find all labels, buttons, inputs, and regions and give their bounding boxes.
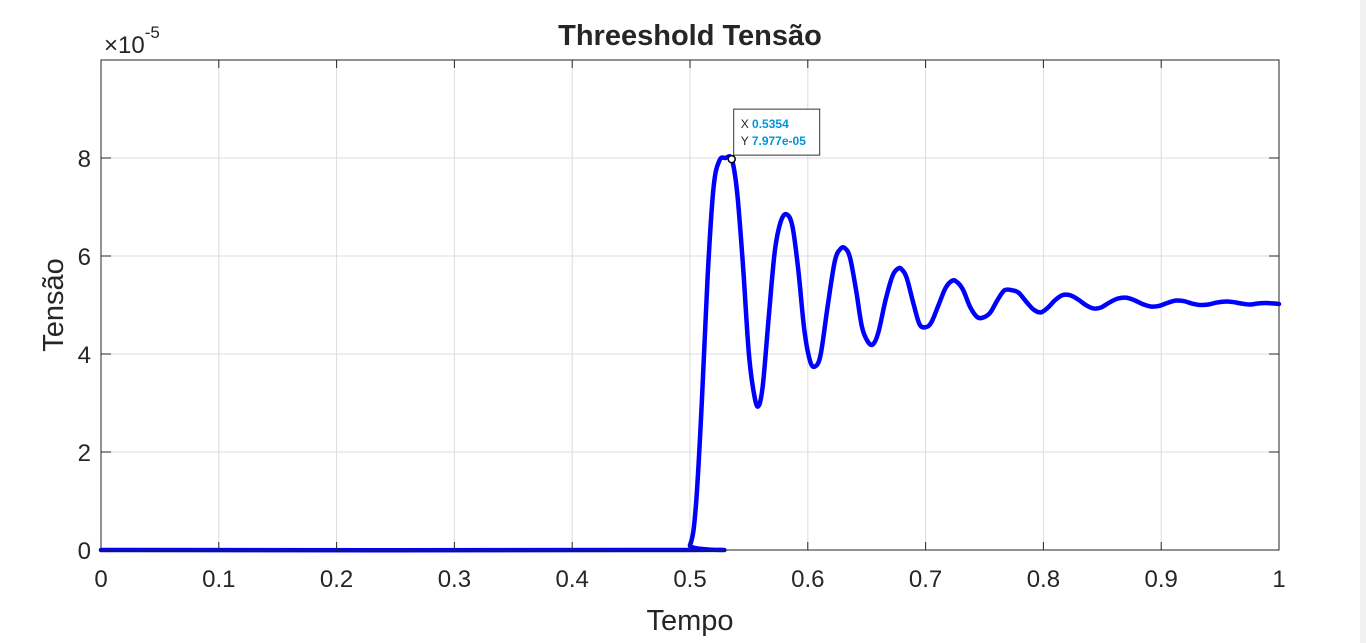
datatip-y-row: Y 7.977e-05 — [741, 134, 807, 148]
y-axis-label: Tensão — [38, 258, 70, 352]
datatip-x-value: 0.5354 — [752, 117, 789, 131]
datatip[interactable]: X 0.5354 Y 7.977e-05 — [727, 108, 821, 164]
y-tick-label: 4 — [78, 342, 91, 369]
y-exponent-label: ×10-5 — [104, 23, 160, 59]
y-tick-label: 0 — [78, 538, 91, 565]
x-tick-label: 0.6 — [791, 566, 824, 593]
datatip-box[interactable] — [733, 108, 821, 156]
y-tick-label: 6 — [78, 244, 91, 271]
datatip-x-row: X 0.5354 — [741, 117, 789, 131]
datatip-y-value: 7.977e-05 — [752, 134, 806, 148]
x-tick-label: 0.3 — [438, 566, 471, 593]
x-tick-label: 0.9 — [1145, 566, 1178, 593]
x-tick-label: 0.1 — [202, 566, 235, 593]
grid-lines — [101, 60, 1279, 550]
x-axis-ticks: 0 0.1 0.2 0.3 0.4 0.5 0.6 0.7 0.8 0.9 1 — [94, 60, 1286, 593]
x-tick-label: 1 — [1272, 566, 1285, 593]
x-tick-label: 0.5 — [673, 566, 706, 593]
x-axis-label: Tempo — [646, 605, 733, 637]
y-exponent-power: -5 — [145, 23, 160, 42]
x-tick-label: 0.2 — [320, 566, 353, 593]
x-tick-label: 0.4 — [556, 566, 589, 593]
y-axis-ticks: 0 2 4 6 8 — [78, 146, 1279, 565]
series-layer — [98, 153, 1282, 553]
y-tick-label: 2 — [78, 440, 91, 467]
datatip-x-prefix: X — [741, 117, 749, 131]
datatip-y-prefix: Y — [741, 134, 749, 148]
x-tick-label: 0 — [94, 566, 107, 593]
series-line[interactable] — [98, 153, 1282, 553]
window-edge — [1360, 0, 1366, 643]
y-tick-label: 8 — [78, 146, 91, 173]
x-tick-label: 0.7 — [909, 566, 942, 593]
datatip-marker[interactable] — [727, 154, 736, 164]
x-tick-label: 0.8 — [1027, 566, 1060, 593]
y-exponent-base: ×10 — [104, 32, 145, 59]
chart-title: Threeshold Tensão — [558, 20, 822, 52]
